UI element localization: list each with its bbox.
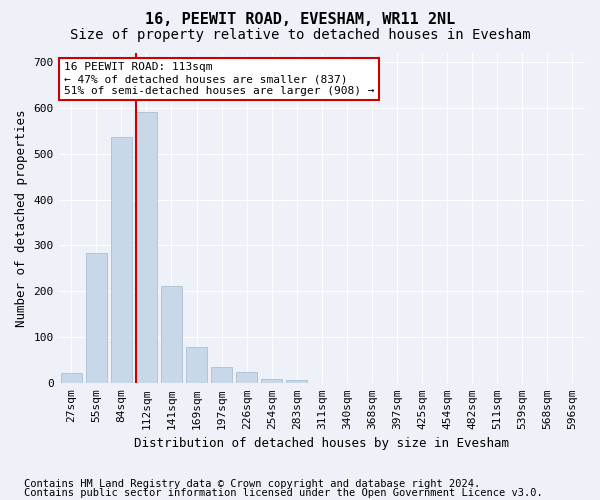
Bar [186, 346, 207, 384]
Bar [110, 138, 132, 384]
Y-axis label: Number of detached properties: Number of detached properties [15, 109, 28, 326]
Text: Contains HM Land Registry data © Crown copyright and database right 2024.: Contains HM Land Registry data © Crown c… [24, 479, 480, 489]
Text: 16 PEEWIT ROAD: 113sqm
← 47% of detached houses are smaller (837)
51% of semi-de: 16 PEEWIT ROAD: 113sqm ← 47% of detached… [64, 62, 374, 96]
Bar [236, 372, 257, 384]
Bar [261, 378, 283, 384]
Text: 16, PEEWIT ROAD, EVESHAM, WR11 2NL: 16, PEEWIT ROAD, EVESHAM, WR11 2NL [145, 12, 455, 28]
Bar [286, 380, 307, 384]
Bar [86, 254, 107, 384]
Bar [161, 286, 182, 384]
Bar [61, 373, 82, 384]
Bar [136, 112, 157, 384]
Text: Size of property relative to detached houses in Evesham: Size of property relative to detached ho… [70, 28, 530, 42]
Text: Contains public sector information licensed under the Open Government Licence v3: Contains public sector information licen… [24, 488, 543, 498]
X-axis label: Distribution of detached houses by size in Evesham: Distribution of detached houses by size … [134, 437, 509, 450]
Bar [211, 367, 232, 384]
